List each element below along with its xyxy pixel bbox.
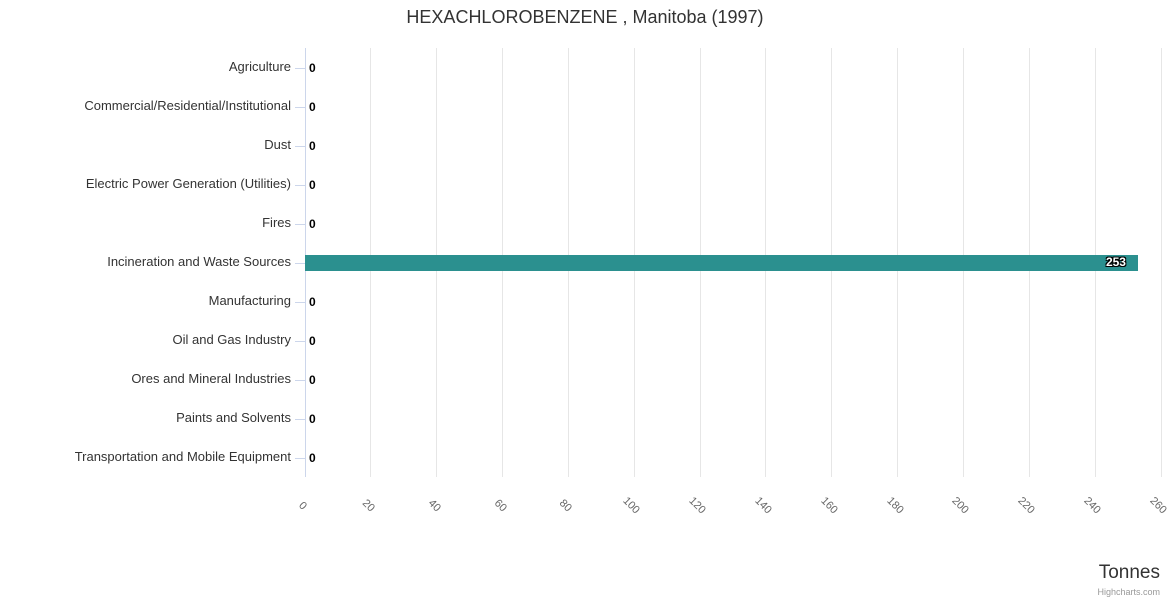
category-label: Fires (262, 214, 291, 230)
bar-value-label: 0 (309, 99, 316, 114)
x-tick-label: 0 (296, 499, 309, 513)
category-tick (295, 340, 305, 342)
category-tick (295, 457, 305, 459)
category-label: Ores and Mineral Industries (131, 370, 291, 386)
category-label: Commercial/Residential/Institutional (84, 97, 291, 113)
x-tick-label: 120 (686, 494, 708, 517)
x-tick-label: 140 (752, 494, 774, 517)
x-tick-label: 220 (1015, 494, 1038, 517)
gridline (1160, 48, 1162, 477)
x-axis-title: Tonnes (1098, 562, 1160, 583)
bar-value-label: 0 (309, 450, 316, 465)
category-label: Oil and Gas Industry (172, 331, 292, 347)
highcharts-credits-link[interactable]: Highcharts.com (1097, 587, 1160, 597)
x-tick-label: 260 (1147, 494, 1169, 517)
x-tick-label: 100 (620, 494, 643, 517)
x-tick-label: 180 (883, 494, 906, 517)
category-label: Incineration and Waste Sources (107, 253, 291, 269)
category-tick (295, 262, 305, 264)
category-tick (295, 223, 305, 225)
category-tick (295, 67, 305, 69)
category-label: Manufacturing (208, 292, 291, 308)
bar-value-label: 253 (1105, 254, 1126, 269)
bar-value-label: 0 (309, 216, 316, 231)
category-label: Transportation and Mobile Equipment (74, 448, 291, 464)
x-tick-label: 200 (949, 494, 972, 517)
category-tick (295, 106, 305, 108)
category-tick (295, 145, 305, 147)
bar-value-label: 0 (309, 138, 316, 153)
category-label: Agriculture (228, 58, 291, 74)
x-tick-label: 160 (818, 494, 840, 517)
bar-value-label: 0 (309, 333, 316, 348)
category-label: Electric Power Generation (Utilities) (85, 175, 291, 191)
bar-incineration-and-waste-sources[interactable] (305, 254, 1138, 271)
category-tick (295, 379, 305, 381)
x-tick-label: 20 (359, 497, 377, 515)
x-tick-label: 60 (491, 497, 509, 515)
bar-value-label: 0 (309, 411, 316, 426)
bar-value-label: 0 (309, 294, 316, 309)
category-tick (295, 184, 305, 186)
chart-title: HEXACHLOROBENZENE , Manitoba (1997) (406, 7, 764, 27)
bar-value-label: 0 (309, 60, 316, 75)
bar-value-label: 0 (309, 372, 316, 387)
category-label: Paints and Solvents (176, 409, 291, 425)
category-tick (295, 301, 305, 303)
category-label: Dust (264, 136, 291, 152)
x-tick-label: 240 (1081, 494, 1103, 517)
category-tick (295, 418, 305, 420)
bar-value-label: 0 (309, 177, 316, 192)
x-tick-label: 80 (557, 497, 575, 515)
x-tick-label: 40 (425, 497, 443, 515)
